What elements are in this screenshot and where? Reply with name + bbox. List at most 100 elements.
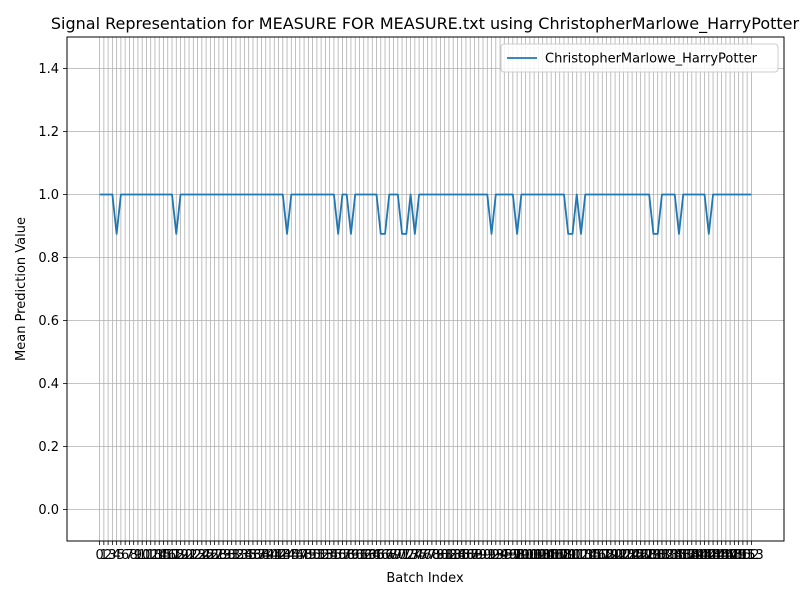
x-tick-label: 150 <box>726 548 751 563</box>
x-tick-label: 72 <box>398 548 415 563</box>
x-tick-label: 67 <box>377 548 394 563</box>
x-tick-label: 86 <box>458 548 475 563</box>
x-tick-label: 57 <box>334 548 351 563</box>
x-tick-label: 122 <box>607 548 632 563</box>
x-tick-label: 70 <box>390 548 407 563</box>
x-tick-label: 24 <box>194 548 211 563</box>
x-tick-label: 126 <box>624 548 649 563</box>
x-tick-label: 114 <box>573 548 598 563</box>
x-tick-label: 124 <box>615 548 640 563</box>
x-tick-label: 143 <box>696 548 721 563</box>
x-tick-label: 144 <box>701 548 726 563</box>
x-tick-label: 104 <box>530 548 555 563</box>
x-tick-label: 65 <box>368 548 385 563</box>
x-tick-label: 10 <box>134 548 151 563</box>
y-tick-label: 1.2 <box>38 125 59 140</box>
x-tick-label: 102 <box>522 548 547 563</box>
x-tick-label: 52 <box>313 548 330 563</box>
x-tick-label: 49 <box>300 548 317 563</box>
x-tick-label: 32 <box>228 548 245 563</box>
x-tick-label: 41 <box>266 548 283 563</box>
x-tick-label: 39 <box>257 548 274 563</box>
x-tick-label: 47 <box>292 548 309 563</box>
x-tick-label: 71 <box>394 548 411 563</box>
x-tick-label: 18 <box>168 548 185 563</box>
x-tick-label: 112 <box>564 548 589 563</box>
x-tick-label: 53 <box>317 548 334 563</box>
x-tick-label: 59 <box>343 548 360 563</box>
y-tick-label: 0.8 <box>38 251 59 266</box>
x-tick-label: 151 <box>730 548 755 563</box>
x-tick-label: 109 <box>552 548 577 563</box>
x-tick-label: 106 <box>539 548 564 563</box>
x-tick-label: 62 <box>355 548 372 563</box>
x-tick-label: 141 <box>688 548 713 563</box>
x-tick-label: 120 <box>598 548 623 563</box>
x-tick-label: 148 <box>718 548 743 563</box>
y-tick-label: 0.6 <box>38 314 59 329</box>
y-tick-label: 0.2 <box>38 440 59 455</box>
x-tick-label: 98 <box>509 548 526 563</box>
x-tick-label: 6 <box>121 548 129 563</box>
x-axis-label: Batch Index <box>386 571 464 586</box>
y-tick-label: 0.4 <box>38 377 59 392</box>
x-tick-label: 69 <box>385 548 402 563</box>
x-tick-label: 147 <box>713 548 738 563</box>
x-tick-label: 7 <box>125 548 133 563</box>
x-tick-label: 9 <box>134 548 142 563</box>
x-tick-label: 118 <box>590 548 615 563</box>
x-tick-label: 33 <box>232 548 249 563</box>
x-tick-label: 75 <box>411 548 428 563</box>
x-tick-label: 149 <box>722 548 747 563</box>
x-tick-label: 30 <box>219 548 236 563</box>
x-tick-label: 93 <box>488 548 505 563</box>
x-tick-label: 56 <box>330 548 347 563</box>
x-tick-label: 1 <box>100 548 108 563</box>
x-tick-label: 23 <box>189 548 206 563</box>
x-tick-label: 27 <box>206 548 223 563</box>
x-tick-label: 129 <box>637 548 662 563</box>
x-tick-label: 108 <box>547 548 572 563</box>
y-axis: 0.0 0.2 0.4 0.6 0.8 1.0 1.2 1.4 <box>38 62 67 518</box>
x-tick-label: 44 <box>279 548 296 563</box>
x-tick-label: 83 <box>445 548 462 563</box>
x-tick-label: 13 <box>147 548 164 563</box>
x-tick-label: 117 <box>586 548 611 563</box>
x-tick-label: 107 <box>543 548 568 563</box>
x-tick-label: 95 <box>496 548 513 563</box>
x-tick-label: 142 <box>692 548 717 563</box>
x-tick-label: 110 <box>556 548 581 563</box>
x-tick-label: 28 <box>211 548 228 563</box>
x-tick-label: 51 <box>309 548 326 563</box>
x-tick-label: 96 <box>500 548 517 563</box>
x-tick-label: 125 <box>620 548 645 563</box>
x-tick-label: 25 <box>198 548 215 563</box>
x-tick-label: 11 <box>138 548 155 563</box>
x-tick-label: 111 <box>560 548 585 563</box>
x-tick-label: 132 <box>650 548 675 563</box>
x-tick-label: 45 <box>283 548 300 563</box>
x-tick-label: 115 <box>577 548 602 563</box>
x-tick-label: 48 <box>296 548 313 563</box>
x-tick-label: 61 <box>351 548 368 563</box>
x-tick-label: 137 <box>671 548 696 563</box>
x-tick-label: 26 <box>202 548 219 563</box>
x-tick-label: 116 <box>581 548 606 563</box>
x-tick-label: 37 <box>249 548 266 563</box>
x-tick-label: 14 <box>151 548 168 563</box>
x-tick-label: 90 <box>475 548 492 563</box>
x-tick-label: 99 <box>513 548 530 563</box>
x-tick-label: 63 <box>360 548 377 563</box>
x-tick-label: 35 <box>240 548 257 563</box>
x-tick-label: 38 <box>253 548 270 563</box>
x-tick-label: 103 <box>526 548 551 563</box>
x-tick-label: 50 <box>304 548 321 563</box>
x-tick-label: 43 <box>275 548 292 563</box>
legend: ChristopherMarlowe_HarryPotter <box>500 43 779 73</box>
x-tick-label: 94 <box>492 548 509 563</box>
series-line <box>99 193 752 235</box>
x-tick-label: 128 <box>632 548 657 563</box>
x-tick-label: 152 <box>735 548 760 563</box>
grid <box>67 37 784 541</box>
